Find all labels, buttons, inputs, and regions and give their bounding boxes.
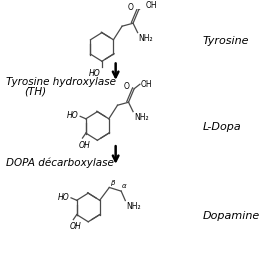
Text: O: O <box>123 82 129 91</box>
Text: β: β <box>110 180 114 186</box>
Text: OH: OH <box>146 1 157 10</box>
Text: OH: OH <box>70 222 82 231</box>
Text: Tyrosine: Tyrosine <box>202 36 249 46</box>
Text: OH: OH <box>141 80 153 89</box>
Text: (TH): (TH) <box>24 86 46 96</box>
Text: OH: OH <box>79 141 91 150</box>
Text: HO: HO <box>67 111 79 120</box>
Text: NH₂: NH₂ <box>126 202 141 211</box>
Text: HO: HO <box>58 193 70 202</box>
Text: NH₂: NH₂ <box>138 34 153 43</box>
Text: L-Dopa: L-Dopa <box>202 122 241 132</box>
Text: HO: HO <box>89 69 101 78</box>
Text: α: α <box>122 183 126 189</box>
Text: Tyrosine hydroxylase: Tyrosine hydroxylase <box>6 77 116 87</box>
Text: O: O <box>128 3 134 12</box>
Text: NH₂: NH₂ <box>134 113 148 122</box>
Text: DOPA décarboxylase: DOPA décarboxylase <box>6 158 114 168</box>
Text: Dopamine: Dopamine <box>202 211 260 221</box>
